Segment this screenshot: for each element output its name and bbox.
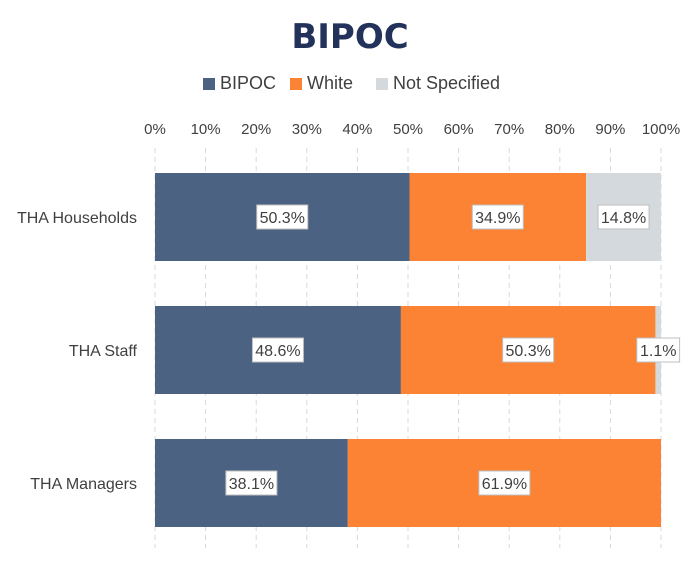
legend-label-white: White — [307, 73, 353, 93]
data-label-tha-households-white: 34.9% — [475, 210, 520, 227]
data-label-box — [597, 204, 650, 230]
data-label-tha-staff-bipoc: 48.6% — [255, 343, 300, 360]
data-label-tha-staff-white: 50.3% — [505, 343, 550, 360]
legend-swatch-bipoc — [203, 78, 215, 90]
category-label-tha-managers: THA Managers — [30, 476, 137, 493]
data-label-box — [471, 204, 524, 230]
x-tick-label: 40% — [342, 121, 372, 138]
x-tick-label: 30% — [292, 121, 322, 138]
data-labels: 50.3% 34.9% 14.8% 48.6% 50.3% 1.1% 38.1% 61.9% — [225, 204, 681, 496]
x-tick-label: 100% — [642, 121, 680, 138]
legend-label-not-specified: Not Specified — [393, 73, 500, 93]
chart-legend: BIPOC White Not Specified — [203, 73, 500, 93]
data-label-box — [478, 470, 531, 496]
data-label-tha-managers-white: 61.9% — [482, 476, 527, 493]
data-label-tha-managers-bipoc: 38.1% — [229, 476, 274, 493]
data-label-box — [251, 337, 304, 363]
x-tick-label: 0% — [144, 121, 166, 138]
data-label-box — [225, 470, 278, 496]
data-label-box — [256, 204, 309, 230]
legend-label-bipoc: BIPOC — [220, 73, 276, 93]
x-tick-label: 10% — [191, 121, 221, 138]
x-tick-label: 50% — [393, 121, 423, 138]
data-label-tha-households-not-specified: 14.8% — [601, 210, 646, 227]
category-labels: THA Households THA Staff THA Managers — [17, 210, 138, 493]
x-tick-label: 80% — [545, 121, 575, 138]
x-axis-ticks: 0% 10% 20% 30% 40% 50% 60% 70% 80% 90% 100% — [144, 121, 680, 138]
chart-title: BIPOC — [291, 17, 408, 57]
data-label-box — [636, 337, 681, 363]
category-label-tha-households: THA Households — [17, 210, 137, 227]
data-label-box — [502, 337, 555, 363]
x-tick-label: 90% — [595, 121, 625, 138]
data-label-tha-households-bipoc: 50.3% — [260, 210, 305, 227]
legend-swatch-not-specified — [376, 78, 388, 90]
x-tick-label: 60% — [444, 121, 474, 138]
x-tick-label: 70% — [494, 121, 524, 138]
category-label-tha-staff: THA Staff — [69, 343, 138, 360]
data-label-tha-staff-not-specified: 1.1% — [640, 343, 676, 360]
x-tick-label: 20% — [241, 121, 271, 138]
legend-swatch-white — [290, 78, 302, 90]
